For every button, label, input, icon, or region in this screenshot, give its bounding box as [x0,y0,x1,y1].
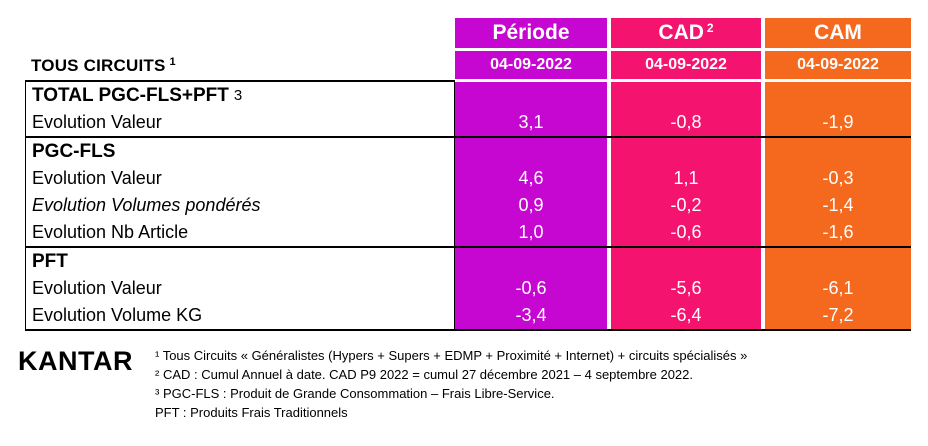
table-date-row: TOUS CIRCUITS 1 04-09-2022 04-09-2022 04… [25,51,911,82]
column-header-cam: CAM [765,18,911,48]
value-cell [611,82,761,109]
table-group: TOTAL PGC-FLS+PFT 3 Evolution Valeur 3,1 -0,… [25,82,911,136]
kantar-logo: KANTAR [18,346,133,376]
value-cell: -5,6 [611,275,761,302]
row-label: Evolution Volume KG [25,302,455,329]
footnote: ¹ Tous Circuits « Généralistes (Hypers +… [155,346,747,365]
row-footnote-marker: 3 [233,87,243,104]
value-cell: -6,1 [765,275,911,302]
footnote-marker: ³ [154,386,160,401]
value-cell: 4,6 [455,165,607,192]
column-header-periode-label: Période [492,21,570,44]
date-cell-periode: 04-09-2022 [455,51,607,79]
value-cell [765,82,911,109]
row-label: Evolution Valeur [25,275,455,302]
table-row: Evolution Volume KG -3,4 -6,4 -7,2 [25,302,911,329]
value-cell: 1,1 [611,165,761,192]
value-cell: 0,9 [455,192,607,219]
table-row: Evolution Valeur 3,1 -0,8 -1,9 [25,109,911,136]
date-cell-cad: 04-09-2022 [611,51,761,79]
value-cell [611,138,761,165]
table-row: Evolution Valeur 4,6 1,1 -0,3 [25,165,911,192]
value-cell [765,138,911,165]
value-cell [765,248,911,275]
footnote-marker: ² [154,367,160,382]
value-cell: -0,8 [611,109,761,136]
table-body: TOTAL PGC-FLS+PFT 3 Evolution Valeur 3,1 -0,… [25,82,911,331]
value-cell [455,138,607,165]
value-cell: 3,1 [455,109,607,136]
footnote-text: PFT : Produits Frais Traditionnels [154,405,348,420]
footnote-text: Tous Circuits « Généralistes (Hypers + S… [159,348,748,363]
report-page: Période CAD 2 CAM TOUS CIRCUITS 1 04-09-… [0,18,928,446]
footnote-text: PGC-FLS : Produit de Grande Consommation… [159,386,555,401]
cad-footnote-marker: 2 [706,21,714,35]
column-header-cad: CAD 2 [611,18,761,48]
row-label: PFT [25,248,455,275]
table-row: Evolution Valeur -0,6 -5,6 -6,1 [25,275,911,302]
value-cell: -3,4 [455,302,607,329]
footnote-marker: ¹ [154,348,160,363]
row-label: Evolution Valeur [25,109,455,136]
value-cell: -1,6 [765,219,911,246]
date-cad: 04-09-2022 [645,56,727,73]
value-cell: -1,4 [765,192,911,219]
data-table: Période CAD 2 CAM TOUS CIRCUITS 1 04-09-… [25,18,911,331]
row-header-tous-circuits: TOUS CIRCUITS 1 [25,51,455,82]
table-row: Evolution Nb Article 1,0 -0,6 -1,6 [25,219,911,246]
value-cell: -0,2 [611,192,761,219]
table-row: PGC-FLS [25,138,911,165]
footnote-text: CAD : Cumul Annuel à date. CAD P9 2022 =… [159,367,694,382]
tous-circuits-footnote-marker: 1 [169,55,176,68]
value-cell: 1,0 [455,219,607,246]
row-label: PGC-FLS [25,138,455,165]
column-header-cad-label: CAD [658,21,704,44]
footnotes-block: ¹ Tous Circuits « Généralistes (Hypers +… [155,346,747,422]
table-group: PFT Evolution Valeur -0,6 -5,6 -6,1 Evolution… [25,246,911,329]
table-group: PGC-FLS Evolution Valeur 4,6 1,1 -0,3 Evoluti… [25,136,911,246]
footnote: PFT : Produits Frais Traditionnels [155,403,747,422]
row-label: TOTAL PGC-FLS+PFT 3 [25,82,455,109]
row-label: Evolution Valeur [25,165,455,192]
value-cell: -1,9 [765,109,911,136]
value-cell: -0,3 [765,165,911,192]
header-spacer [25,18,455,48]
table-header-row: Période CAD 2 CAM [25,18,911,48]
footer: KANTAR ¹ Tous Circuits « Généralistes (H… [18,346,928,422]
row-label: Evolution Volumes pondérés [25,192,455,219]
column-header-periode: Période [455,18,607,48]
table-row: TOTAL PGC-FLS+PFT 3 [25,82,911,109]
value-cell: -0,6 [455,275,607,302]
value-cell: -7,2 [765,302,911,329]
value-cell [455,82,607,109]
footnote: ³ PGC-FLS : Produit de Grande Consommati… [155,384,747,403]
date-cell-cam: 04-09-2022 [765,51,911,79]
footnote: ² CAD : Cumul Annuel à date. CAD P9 2022… [155,365,747,384]
column-header-cam-label: CAM [814,21,862,44]
value-cell [611,248,761,275]
table-row: Evolution Volumes pondérés 0,9 -0,2 -1,4 [25,192,911,219]
date-cam: 04-09-2022 [797,56,879,73]
table-row: PFT [25,248,911,275]
value-cell [455,248,607,275]
date-periode: 04-09-2022 [490,56,572,73]
row-label: Evolution Nb Article [25,219,455,246]
value-cell: -6,4 [611,302,761,329]
tous-circuits-label: TOUS CIRCUITS [31,55,166,75]
value-cell: -0,6 [611,219,761,246]
